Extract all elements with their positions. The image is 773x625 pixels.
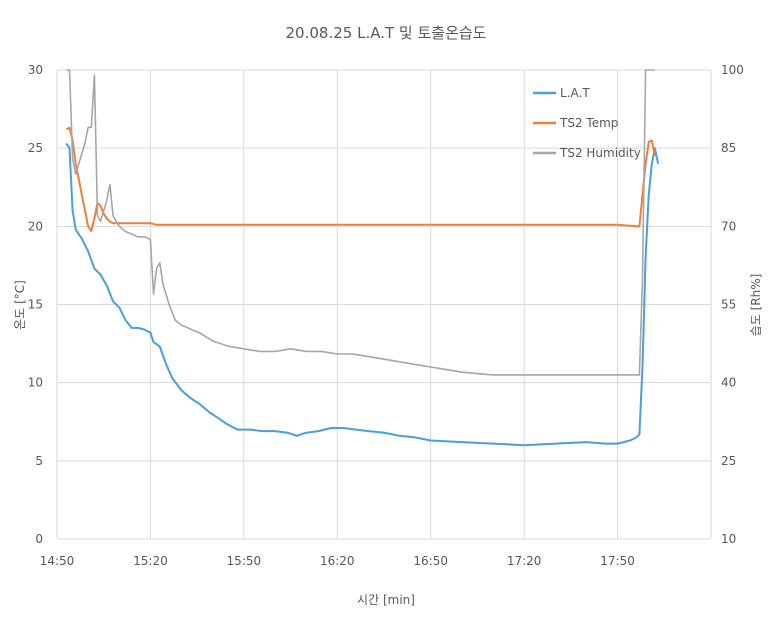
y-tick-label: 0 <box>35 532 43 546</box>
x-axis-title: 시간 [min] <box>357 593 415 607</box>
x-tick-label: 16:20 <box>320 554 355 568</box>
y2-tick-label: 100 <box>721 63 744 77</box>
y-tick-label: 30 <box>28 63 43 77</box>
y2-tick-label: 40 <box>721 376 736 390</box>
series-line-ts2-temp <box>65 126 656 232</box>
x-tick-label: 15:50 <box>227 554 262 568</box>
x-tick-label: 16:50 <box>413 554 448 568</box>
y2-tick-label: 25 <box>721 454 736 468</box>
legend-label: L.A.T <box>560 86 590 100</box>
series-group <box>65 69 660 447</box>
y2-axis-title: 습도 [Rh%] <box>749 274 763 337</box>
ticks: 0 5 10 15 20 25 30 10 25 40 55 70 85 100 14:50 15:20 15:… <box>28 63 744 568</box>
chart-title: 20.08.25 L.A.T 및 토출온습도 <box>286 24 487 42</box>
x-tick-label: 15:20 <box>133 554 168 568</box>
x-tick-label: 17:20 <box>507 554 542 568</box>
y-tick-label: 25 <box>28 141 43 155</box>
legend-label: TS2 Temp <box>559 116 618 130</box>
y-axis-title: 온도 [°C] <box>13 280 27 330</box>
x-tick-label: 14:50 <box>40 554 75 568</box>
y2-tick-label: 10 <box>721 532 736 546</box>
y-tick-label: 20 <box>28 219 43 233</box>
x-tick-label: 17:50 <box>600 554 635 568</box>
y-tick-label: 10 <box>28 376 43 390</box>
series-line-l-a-t <box>65 142 660 447</box>
y2-tick-label: 55 <box>721 298 736 312</box>
y-tick-label: 15 <box>28 298 43 312</box>
legend: L.A.T TS2 Temp TS2 Humidity <box>533 86 641 160</box>
legend-label: TS2 Humidity <box>559 146 641 160</box>
y-tick-label: 5 <box>35 454 43 468</box>
grid <box>56 69 712 540</box>
series-line-ts2-humidity <box>66 69 655 376</box>
y2-tick-label: 70 <box>721 219 736 233</box>
y2-tick-label: 85 <box>721 141 736 155</box>
